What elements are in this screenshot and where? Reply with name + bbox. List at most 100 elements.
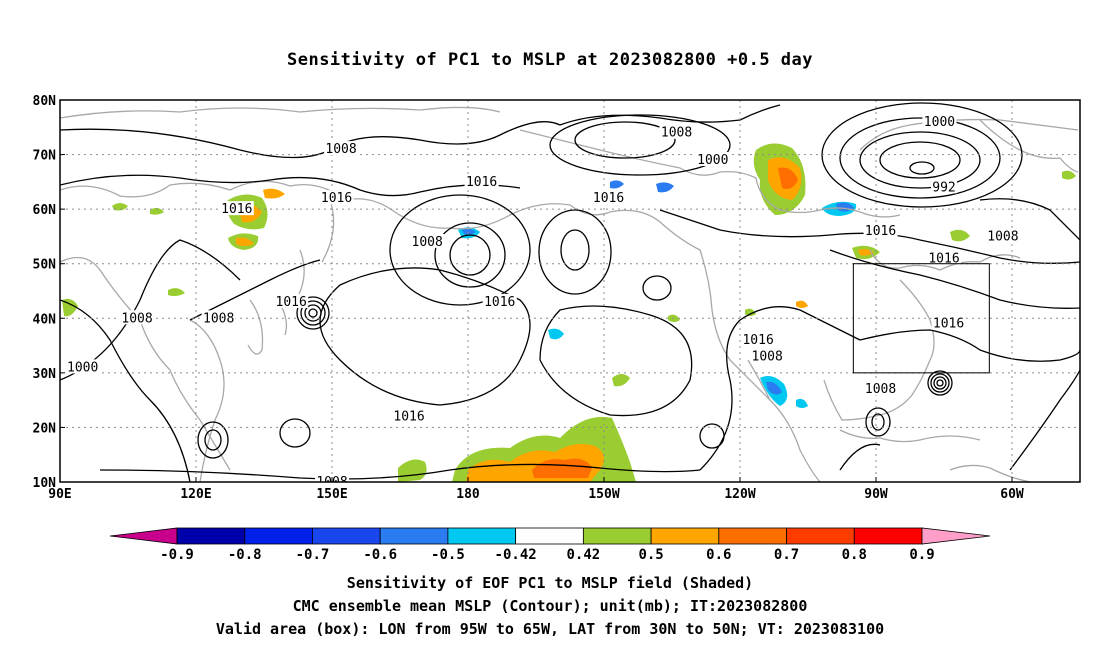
- caption-line-2: CMC ensemble mean MSLP (Contour); unit(m…: [292, 597, 808, 615]
- valid-area-box: [852, 263, 990, 374]
- colorbar-right-arrow: [921, 527, 991, 545]
- contour-label-bg: [741, 332, 776, 347]
- positive-patch: [745, 308, 756, 316]
- contour-label-bg: [65, 359, 100, 374]
- colorbar-segment: [853, 527, 923, 545]
- colorbar-segment: [312, 527, 381, 545]
- lon-tick-label: 120E: [180, 487, 211, 502]
- colorbar-segment: [176, 527, 246, 545]
- lat-tick-label: 30N: [33, 367, 57, 382]
- contour-label: 1016: [593, 191, 624, 206]
- positive-patch: [532, 458, 592, 478]
- colorbar-segment: [650, 527, 720, 545]
- contour-label-bg: [324, 141, 359, 156]
- contour-label: 1016: [865, 224, 896, 239]
- contour-label: 1016: [276, 295, 307, 310]
- colorbar-tick-label: 0.9: [909, 547, 934, 563]
- negative-patch: [610, 180, 624, 189]
- latitude-labels: 80N 70N 60N 50N 40N 30N 20N 10N: [33, 94, 65, 491]
- longitude-labels: 90E 120E 150E 180 150W 120W 90W 60W: [48, 477, 1024, 502]
- contour-label: 1016: [393, 410, 424, 425]
- lat-tick-label: 40N: [33, 312, 57, 327]
- colorbar-segment: [718, 527, 787, 545]
- negative-patch: [766, 381, 782, 395]
- lon-tick-label: 150W: [588, 487, 619, 502]
- contour-label-bg: [927, 250, 961, 265]
- positive-patch: [150, 207, 164, 215]
- colorbar-segment: [515, 527, 584, 545]
- colorbar-left-arrow: [109, 527, 178, 545]
- contour-label-bg: [931, 179, 957, 194]
- colorbar-tick-label: -0.6: [363, 547, 397, 563]
- contour-label: 1008: [203, 311, 234, 326]
- colorbar-tick-label: 0.5: [638, 547, 663, 563]
- lat-tick-label: 60N: [33, 203, 57, 218]
- colorbar-tick-label: -0.7: [296, 547, 330, 563]
- contour-label-bg: [464, 173, 499, 188]
- colorbar-segment: [786, 527, 855, 545]
- contour-label: 1008: [752, 349, 783, 364]
- contour-label: 1016: [321, 191, 352, 206]
- lat-tick-label: 20N: [33, 421, 57, 436]
- contour-label-bg: [922, 113, 957, 128]
- colorbar-segment: [582, 527, 652, 545]
- contour-label: 1016: [933, 317, 964, 332]
- positive-patch: [62, 298, 78, 317]
- positive-patch: [950, 229, 970, 242]
- contour-label: 1008: [987, 229, 1018, 244]
- lat-tick-label: 50N: [33, 258, 57, 273]
- contour-label-bg: [410, 233, 445, 248]
- lon-tick-label: 90W: [864, 487, 888, 502]
- contour-label-bg: [863, 222, 898, 237]
- chart-title: Sensitivity of PC1 to MSLP at 2023082800…: [286, 50, 813, 70]
- positive-patch: [1062, 170, 1076, 180]
- contour-label-bg: [931, 315, 966, 330]
- positive-patch: [796, 300, 808, 308]
- contour-label: 1016: [742, 333, 773, 348]
- colorbar-segment: [447, 527, 517, 545]
- contour-label: 1000: [697, 153, 728, 168]
- colorbar-tick-label: 0.42: [567, 547, 601, 563]
- positive-patch: [612, 374, 630, 387]
- lon-tick-label: 180: [456, 487, 480, 502]
- lat-tick-label: 10N: [33, 476, 57, 491]
- contour-label: 1016: [928, 251, 959, 266]
- negative-patch: [656, 182, 674, 193]
- contour-label-bg: [750, 348, 785, 363]
- contour-label-bg: [482, 293, 517, 308]
- contour-label-bg: [659, 124, 694, 139]
- contour-label-bg: [695, 152, 730, 167]
- colorbar-tick-label: 0.8: [842, 547, 867, 563]
- colorbar-segment: [244, 527, 313, 545]
- caption-line-1: Sensitivity of EOF PC1 to MSLP field (Sh…: [346, 574, 754, 592]
- coastlines: [60, 106, 1079, 482]
- contour-label: 1008: [412, 235, 443, 250]
- contour-label-bg: [392, 408, 427, 423]
- contour-label: 1016: [221, 202, 252, 217]
- lon-tick-label: 120W: [724, 487, 755, 502]
- colorbar-tick-label: -0.5: [431, 547, 465, 563]
- colorbar-tick-label: 0.7: [774, 547, 799, 563]
- contour-label: 1008: [121, 311, 152, 326]
- lon-tick-label: 90E: [48, 487, 71, 502]
- contour-label-bg: [985, 228, 1020, 243]
- contour-label-bg: [863, 381, 898, 396]
- contour-label-bg: [201, 310, 236, 325]
- map-frame: [59, 99, 1081, 483]
- colorbar-tick-label: -0.8: [228, 547, 262, 563]
- contour-label: 1000: [924, 115, 955, 130]
- contour-label: 992: [932, 180, 955, 195]
- colorbar-segment: [379, 527, 449, 545]
- positive-patch: [263, 188, 285, 199]
- lat-tick-label: 70N: [33, 149, 57, 164]
- negative-patch: [548, 328, 564, 340]
- contour-label-bg: [120, 310, 155, 325]
- negative-patch: [462, 228, 476, 235]
- contour-label: 1008: [661, 126, 692, 141]
- lon-tick-label: 150E: [316, 487, 347, 502]
- contour-label: 1016: [484, 295, 515, 310]
- negative-patch: [796, 398, 808, 408]
- colorbar: -0.9 -0.8 -0.7 -0.6 -0.5 -0.42 0.42 0.5 0.6 0.7 0.…: [109, 527, 991, 563]
- positive-patch: [236, 237, 254, 246]
